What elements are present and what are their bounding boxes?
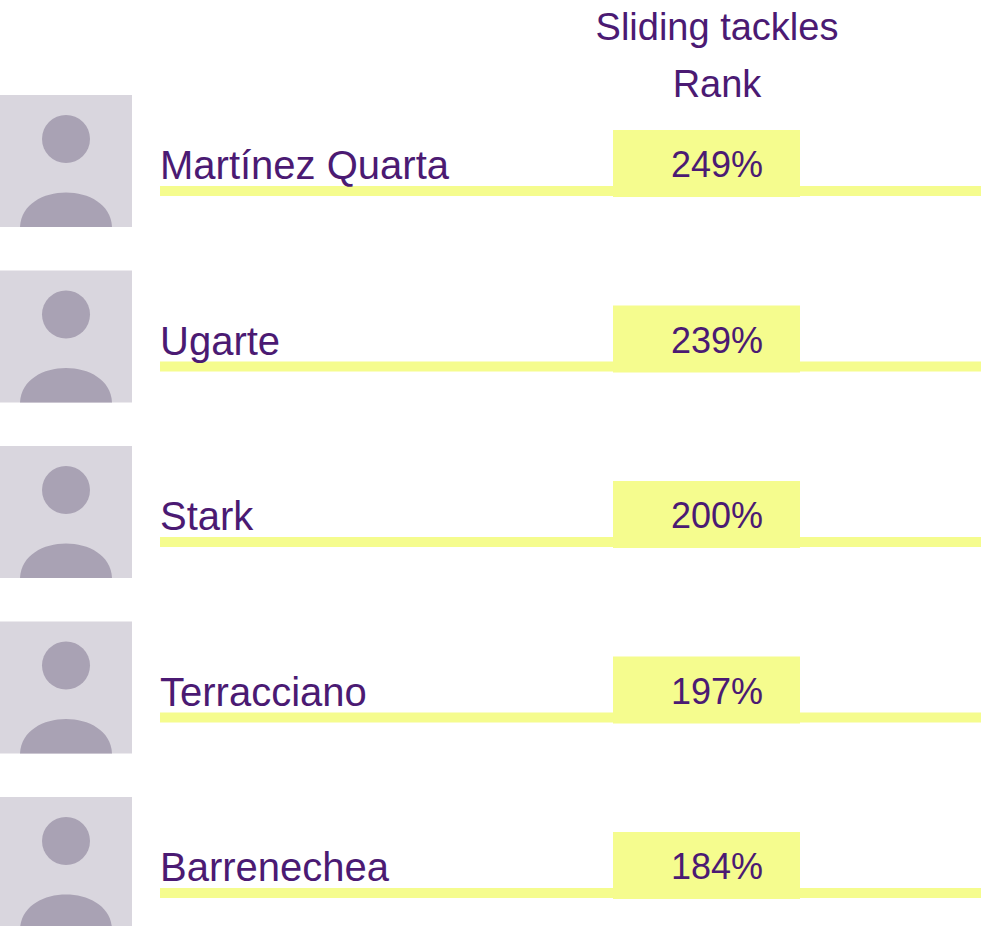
- photo-head: [42, 466, 90, 514]
- photo-body: [20, 193, 112, 228]
- photo-frame: [0, 95, 132, 227]
- photo: [0, 95, 132, 227]
- value-box: [613, 306, 800, 373]
- photo-head: [42, 291, 90, 339]
- value-label: 249%: [671, 144, 763, 185]
- photo-frame: [0, 797, 132, 926]
- photo: [0, 622, 132, 754]
- value-label: 200%: [671, 495, 763, 536]
- value-box: [613, 130, 800, 197]
- value-label: 184%: [671, 846, 763, 887]
- chart: Sliding tacklesRank Martínez Quarta 249% Ug…: [0, 0, 981, 926]
- underline: [160, 713, 981, 723]
- row: Ugarte 239%: [0, 271, 981, 403]
- row: Martínez Quarta 249%: [0, 95, 981, 227]
- rows: Martínez Quarta 249% Ugarte 239% Stark 200% Te…: [0, 95, 981, 926]
- photo-frame: [0, 446, 132, 578]
- photo-head: [42, 817, 90, 865]
- photo-head: [42, 642, 90, 690]
- player-name: Ugarte: [160, 319, 280, 363]
- player-name: Martínez Quarta: [160, 143, 450, 187]
- photo-body: [20, 368, 112, 403]
- photo-frame: [0, 622, 132, 754]
- photo: [0, 271, 132, 403]
- photo-body: [20, 895, 112, 926]
- underline: [160, 362, 981, 372]
- underline: [160, 888, 981, 898]
- value-box: [613, 832, 800, 899]
- row: Stark 200%: [0, 446, 981, 578]
- photo-body: [20, 544, 112, 579]
- row: Barrenechea 184%: [0, 797, 981, 926]
- value-box: [613, 481, 800, 548]
- photo: [0, 446, 132, 578]
- underline: [160, 537, 981, 547]
- player-name: Terracciano: [160, 670, 367, 714]
- photo-frame: [0, 271, 132, 403]
- photo: [0, 797, 132, 926]
- photo-head: [42, 115, 90, 163]
- value-box: [613, 657, 800, 724]
- value-label: 239%: [671, 320, 763, 361]
- row: Terracciano 197%: [0, 622, 981, 754]
- underline: [160, 186, 981, 196]
- player-name: Barrenechea: [160, 845, 390, 889]
- column-head: Sliding tacklesRank: [596, 6, 839, 105]
- player-name: Stark: [160, 494, 254, 538]
- value-label: 197%: [671, 671, 763, 712]
- photo-body: [20, 719, 112, 754]
